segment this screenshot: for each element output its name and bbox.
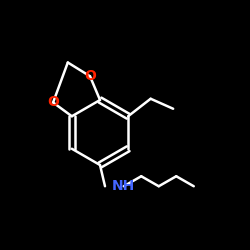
Text: O: O bbox=[84, 69, 96, 83]
Text: NH: NH bbox=[111, 179, 134, 193]
Text: O: O bbox=[47, 96, 59, 110]
